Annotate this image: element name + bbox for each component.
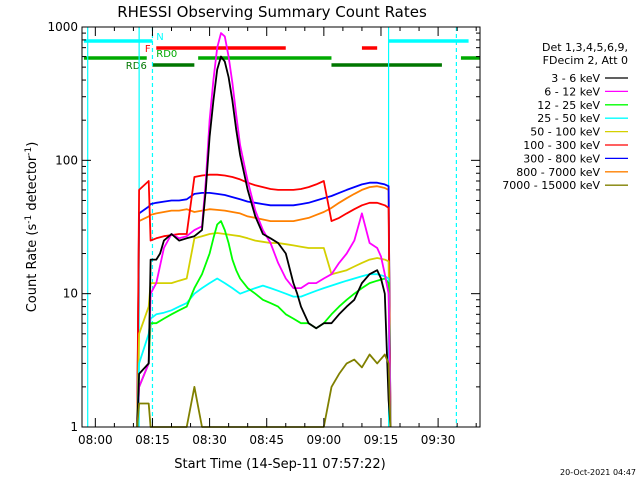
x-tick-label: 09:15 (364, 433, 399, 447)
legend-header-line-1: Det 1,3,4,5,6,9, (542, 41, 628, 54)
series-line (136, 220, 392, 428)
vertical-markers (87, 27, 457, 427)
x-axis-label: Start Time (14-Sep-11 07:57:22) (174, 457, 385, 472)
series-line (136, 353, 392, 428)
legend-label: 25 - 50 keV (537, 112, 600, 125)
legend-label: 300 - 800 keV (523, 152, 600, 165)
series-group (136, 32, 392, 428)
flag-label: N (156, 32, 163, 43)
series-line (136, 232, 392, 428)
series-line (136, 55, 392, 428)
legend-label: 100 - 300 keV (523, 139, 600, 152)
y-tick-label: 1000 (47, 20, 78, 34)
legend-label: 50 - 100 keV (530, 126, 600, 139)
series-line (136, 32, 392, 428)
y-axis-label: Count Rate (s-1 detector-1) (24, 142, 40, 313)
legend: Det 1,3,4,5,6,9, FDecim 2, Att 0 3 - 6 k… (502, 41, 628, 192)
x-tick-label: 08:15 (135, 433, 170, 447)
flag-bars: NF RD0 RD6 (83, 32, 480, 72)
legend-label: 6 - 12 keV (544, 85, 600, 98)
legend-label: 7000 - 15000 keV (502, 179, 600, 192)
legend-label: 800 - 7000 keV (516, 166, 600, 179)
legend-label: 12 - 25 keV (537, 99, 600, 112)
footer-date: 20-Oct-2021 04:47 (560, 468, 636, 477)
legend-header-line-2: FDecim 2, Att 0 (543, 54, 628, 67)
flag-label: RD0 (156, 49, 177, 60)
legend-label: 3 - 6 keV (551, 72, 600, 85)
flag-label: F (145, 44, 151, 55)
plot-frame (81, 26, 481, 428)
series-line (136, 273, 392, 428)
y-tick-label: 100 (55, 153, 78, 167)
x-tick-label: 08:45 (249, 433, 284, 447)
x-tick-label: 09:00 (307, 433, 342, 447)
series-line (136, 185, 392, 428)
series-line (136, 181, 392, 428)
chart-title: RHESSI Observing Summary Count Rates (117, 3, 427, 21)
x-tick-label: 08:30 (192, 433, 227, 447)
flag-label: RD6 (126, 61, 147, 72)
x-tick-label: 08:00 (78, 433, 113, 447)
y-axis: 1 10 100 1000 (47, 20, 480, 434)
y-tick-label: 10 (63, 287, 78, 301)
y-tick-label: 1 (70, 420, 78, 434)
x-axis: 08:00 08:15 08:30 08:45 09:00 09:15 09:30 (78, 27, 477, 447)
x-tick-label: 09:30 (421, 433, 456, 447)
